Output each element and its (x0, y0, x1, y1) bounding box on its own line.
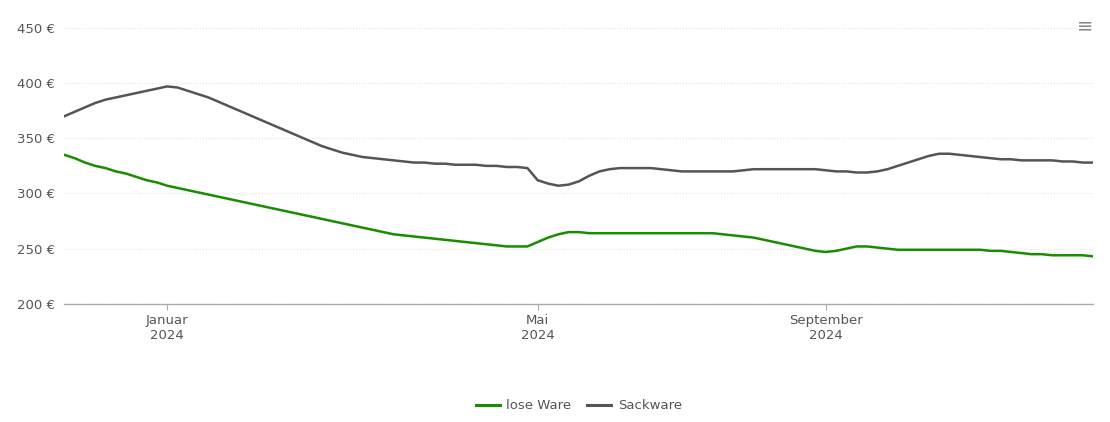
Legend: lose Ware, Sackware: lose Ware, Sackware (471, 394, 687, 418)
Text: ≡: ≡ (1077, 17, 1093, 36)
